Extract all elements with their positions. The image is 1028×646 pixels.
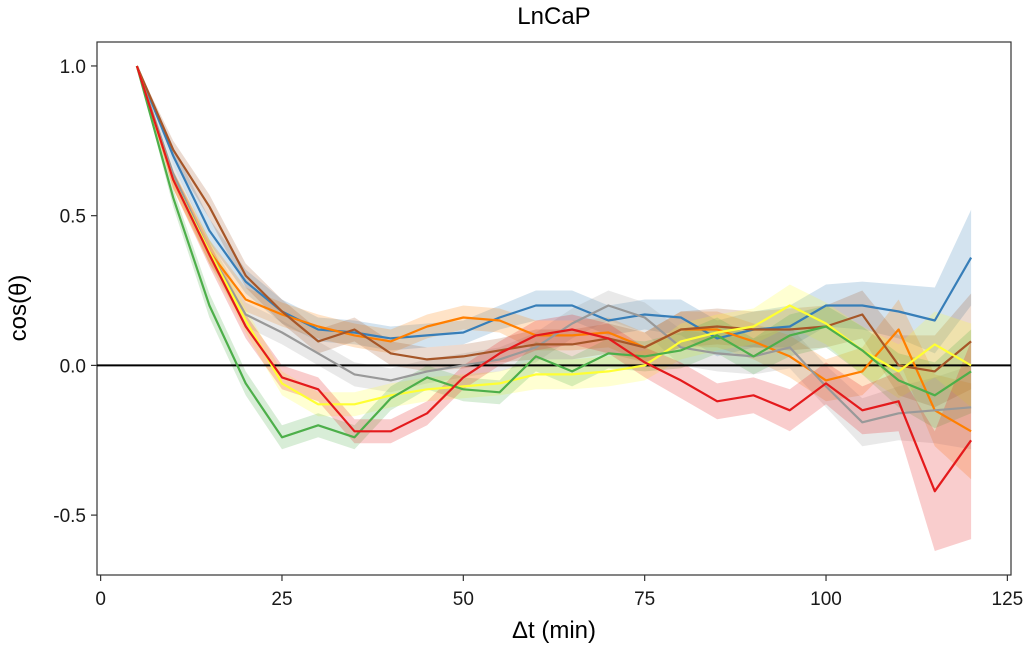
y-tick-label: 1.0 <box>60 57 86 78</box>
x-tick-label: 125 <box>992 589 1024 610</box>
x-tick-label: 75 <box>634 589 655 610</box>
y-axis: -0.5 0.0 0.5 1.0 <box>53 57 97 527</box>
x-tick-label: 25 <box>271 589 292 610</box>
line-series-4 <box>135 65 972 373</box>
line-series-5 <box>135 65 972 406</box>
ribbon-series-7 <box>136 66 972 551</box>
plot-panel <box>96 41 1012 576</box>
x-tick-label: 100 <box>810 589 842 610</box>
y-tick-label: -0.5 <box>53 506 86 527</box>
y-tick-label: 0.0 <box>60 356 86 377</box>
line-series-7 <box>135 65 972 493</box>
x-axis: 0 25 50 75 100 125 <box>95 575 1023 610</box>
x-tick-label: 0 <box>95 589 106 610</box>
series-lines <box>135 65 973 493</box>
line-series-6 <box>135 65 972 439</box>
ribbon-series-1 <box>136 66 972 357</box>
line-series-3 <box>135 65 972 424</box>
x-tick-label: 50 <box>453 589 474 610</box>
chart-title: LnCaP <box>517 3 590 30</box>
x-axis-title: Δt (min) <box>512 617 596 644</box>
y-axis-title: cos(θ) <box>5 275 32 342</box>
y-tick-label: 0.5 <box>60 207 86 228</box>
